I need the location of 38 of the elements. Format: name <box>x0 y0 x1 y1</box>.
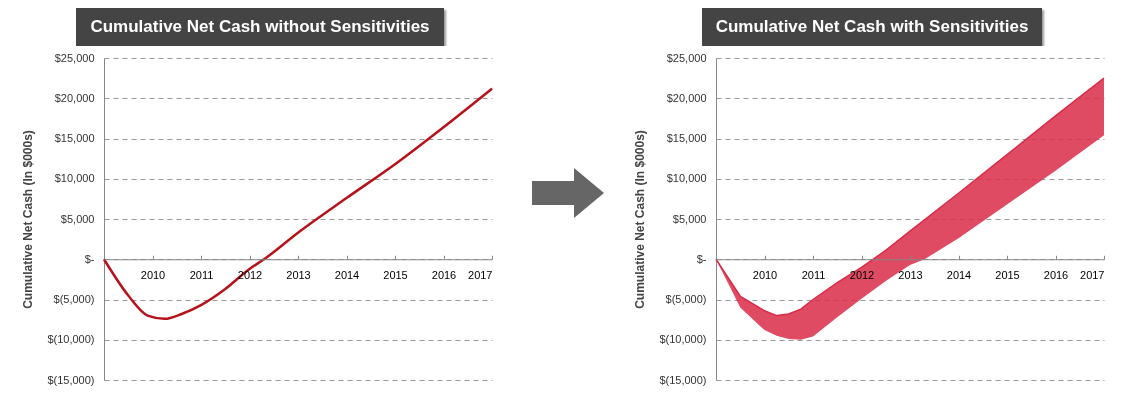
x-tick-label: 2017 <box>468 268 493 281</box>
y-tick-label: $15,000 <box>54 132 95 144</box>
y-tick-label: $5,000 <box>60 212 95 225</box>
y-tick-label: $15,000 <box>666 132 707 144</box>
y-tick-label: $(5,000) <box>53 293 95 305</box>
x-tick-label: 2015 <box>995 268 1020 281</box>
x-tick-label: 2016 <box>1043 268 1069 281</box>
y-tick-label: $25,000 <box>666 51 707 64</box>
y-tick-label: $20,000 <box>666 91 707 104</box>
y-tick-label: $(15,000) <box>659 373 707 386</box>
chart-title: Cumulative Net Cash without Sensitivities <box>76 8 444 46</box>
y-axis-title: Cumulative Net Cash (In $000s) <box>633 130 648 309</box>
x-tick-label: 2010 <box>752 268 778 281</box>
x-tick-label: 2011 <box>189 268 214 281</box>
y-tick-label: $10,000 <box>666 172 707 185</box>
chart-title: Cumulative Net Cash with Sensitivities <box>701 8 1043 46</box>
x-tick-label: 2014 <box>334 268 360 281</box>
x-tick-label: 2015 <box>383 268 408 281</box>
line-series <box>102 87 494 321</box>
x-tick-label: 2010 <box>140 268 166 281</box>
x-tick-label: 2014 <box>946 268 972 281</box>
y-tick-label: $5,000 <box>672 212 707 225</box>
x-tick-label: 2017 <box>1080 268 1105 281</box>
x-tick-label: 2012 <box>849 268 875 281</box>
y-tick-label: $(10,000) <box>47 333 95 346</box>
y-tick-label: $20,000 <box>54 91 95 104</box>
y-tick-label: $(5,000) <box>665 293 707 305</box>
x-tick-label: 2013 <box>898 268 923 281</box>
y-tick-label: $10,000 <box>54 172 95 185</box>
y-tick-label: $(15,000) <box>47 373 95 386</box>
y-tick-label: $(10,000) <box>659 333 707 346</box>
x-tick-label: 2011 <box>801 268 826 281</box>
x-tick-label: 2013 <box>286 268 311 281</box>
x-tick-label: 2016 <box>431 268 457 281</box>
y-tick-label: $25,000 <box>54 51 95 64</box>
y-tick-label: $- <box>696 252 707 265</box>
y-tick-label: $- <box>84 252 95 265</box>
y-axis-title: Cumulative Net Cash (In $000s) <box>21 130 36 309</box>
